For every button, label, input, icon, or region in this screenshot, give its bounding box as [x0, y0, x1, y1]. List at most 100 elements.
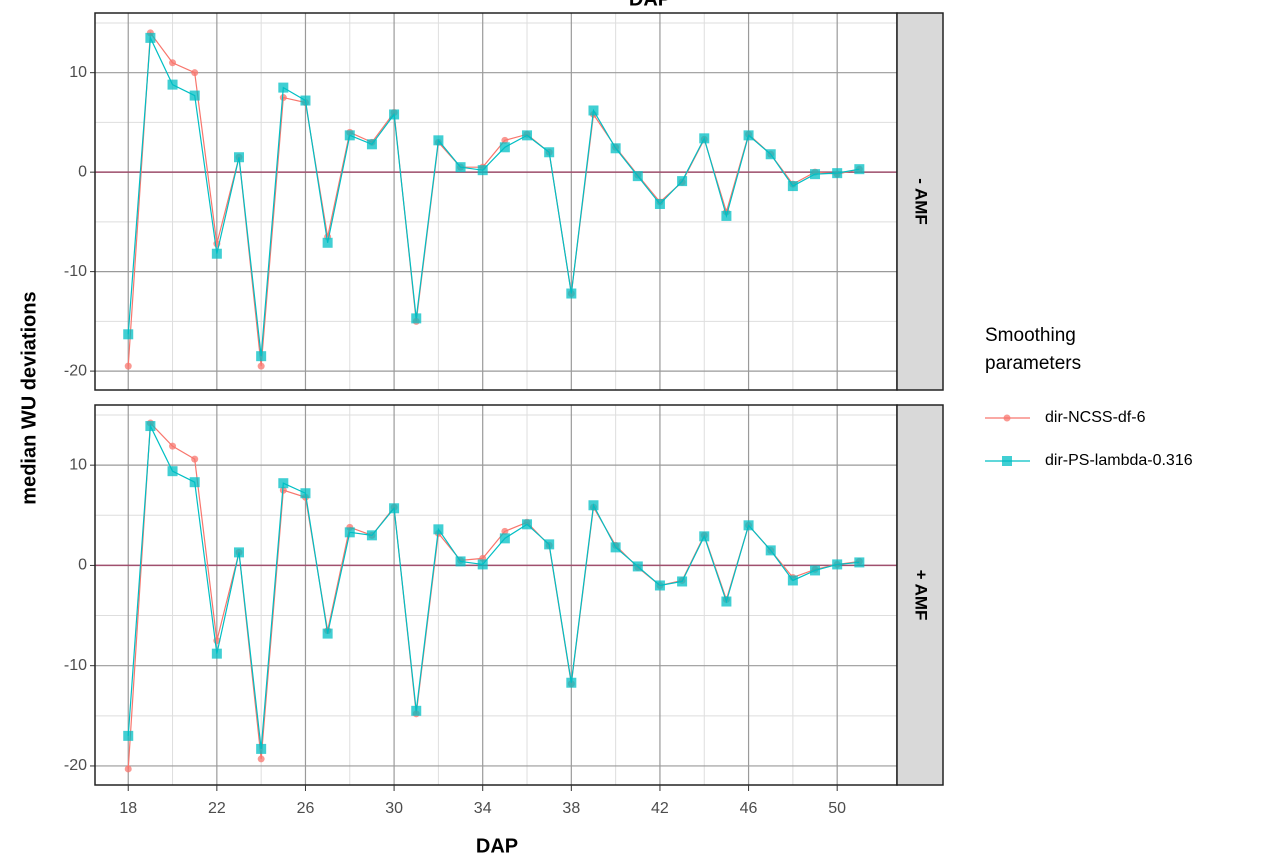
point: [610, 143, 621, 154]
point: [279, 94, 287, 102]
point: [124, 362, 132, 370]
point: [854, 164, 865, 175]
point: [810, 565, 821, 576]
point: [123, 329, 134, 340]
point: [632, 561, 643, 572]
point: [566, 288, 577, 299]
y-tick-label: 0: [78, 557, 87, 574]
point: [300, 95, 311, 106]
point: [433, 135, 444, 146]
point: [123, 730, 134, 741]
point: [257, 755, 265, 763]
point: [787, 575, 798, 586]
y-tick-label: 10: [69, 64, 87, 81]
strip: [896, 404, 944, 786]
point: [145, 32, 156, 43]
y-axis-label: median WU deviations: [18, 291, 40, 504]
x-tick-label: 34: [474, 800, 492, 817]
point: [522, 519, 533, 530]
point: [278, 478, 289, 489]
point: [322, 237, 333, 248]
point: [632, 171, 643, 182]
point: [499, 533, 510, 544]
point: [477, 165, 488, 176]
point: [499, 142, 510, 153]
legend-label: dir-PS-lambda-0.316: [1045, 452, 1193, 469]
point: [234, 547, 245, 558]
point: [832, 168, 843, 179]
point: [455, 162, 466, 173]
point: [832, 559, 843, 570]
point: [654, 198, 665, 209]
point: [124, 765, 132, 773]
point: [167, 79, 178, 90]
legend-key-marker: [1003, 414, 1011, 422]
point: [765, 545, 776, 556]
point: [411, 705, 422, 716]
point: [721, 210, 732, 221]
x-tick-label: 50: [828, 800, 846, 817]
chart-title: DAP: [629, 0, 671, 10]
point: [191, 69, 199, 77]
point: [501, 527, 509, 535]
y-tick-label: 10: [69, 456, 87, 473]
strip-label: + AMF: [912, 570, 931, 621]
point: [344, 527, 355, 538]
point: [322, 628, 333, 639]
point: [544, 539, 555, 550]
x-tick-label: 42: [651, 800, 669, 817]
point: [522, 130, 533, 141]
point: [743, 520, 754, 531]
point: [300, 488, 311, 499]
point: [544, 147, 555, 158]
x-tick-label: 26: [297, 800, 315, 817]
point: [455, 556, 466, 567]
series-line: [127, 35, 860, 357]
point: [389, 109, 400, 120]
point: [610, 542, 621, 553]
point: [699, 133, 710, 144]
point: [189, 90, 200, 101]
point: [854, 557, 865, 568]
point: [366, 139, 377, 150]
point: [169, 442, 177, 450]
point: [234, 152, 245, 163]
point: [654, 580, 665, 591]
point: [189, 477, 200, 488]
x-axis-label: DAP: [476, 835, 518, 857]
point: [211, 248, 222, 259]
point: [477, 559, 488, 570]
point: [721, 596, 732, 607]
point: [433, 524, 444, 535]
y-tick-label: -20: [64, 757, 87, 774]
point: [588, 500, 599, 511]
legend-title: Smoothing parameters: [985, 325, 1082, 374]
x-tick-label: 46: [740, 800, 758, 817]
point: [501, 136, 509, 144]
point: [211, 648, 222, 659]
point: [787, 181, 798, 192]
point: [765, 149, 776, 160]
point: [389, 503, 400, 514]
x-tick-label: 18: [119, 800, 137, 817]
legend-label: dir-NCSS-df-6: [1045, 409, 1146, 426]
strip: [896, 12, 944, 391]
point: [169, 59, 177, 67]
y-tick-label: -10: [64, 657, 87, 674]
panel-background: [95, 13, 897, 390]
series-line: [127, 423, 860, 749]
point: [256, 351, 267, 362]
point: [145, 421, 156, 432]
point: [257, 362, 265, 370]
y-tick-label: -10: [64, 263, 87, 280]
point: [699, 531, 710, 542]
point: [743, 130, 754, 141]
point: [677, 576, 688, 587]
point: [566, 677, 577, 688]
point: [278, 82, 289, 93]
point: [366, 530, 377, 541]
y-tick-label: 0: [78, 163, 87, 180]
point: [588, 105, 599, 116]
